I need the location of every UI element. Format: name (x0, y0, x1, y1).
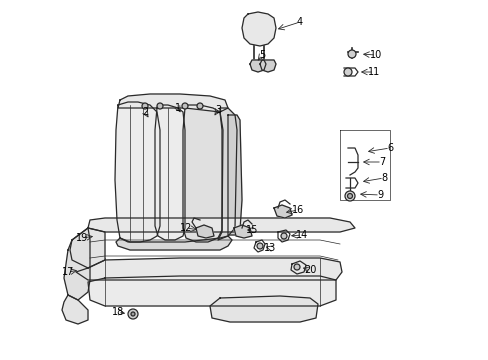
Polygon shape (88, 276, 335, 306)
Polygon shape (249, 60, 265, 72)
Text: 1: 1 (175, 103, 181, 113)
Text: 4: 4 (296, 17, 303, 27)
Polygon shape (76, 258, 341, 280)
Circle shape (343, 68, 351, 76)
Text: 7: 7 (378, 157, 385, 167)
Polygon shape (273, 205, 291, 218)
Circle shape (182, 103, 187, 109)
Circle shape (128, 309, 138, 319)
Text: 17: 17 (61, 267, 74, 277)
Text: 15: 15 (245, 225, 258, 235)
Polygon shape (64, 228, 90, 300)
Polygon shape (242, 12, 275, 46)
Text: 14: 14 (295, 230, 307, 240)
Polygon shape (218, 108, 237, 240)
Polygon shape (115, 102, 160, 242)
Polygon shape (70, 228, 105, 268)
Polygon shape (155, 105, 184, 240)
Polygon shape (260, 60, 275, 72)
Circle shape (345, 191, 354, 201)
Circle shape (347, 194, 352, 198)
Circle shape (197, 103, 203, 109)
Text: 2: 2 (142, 107, 148, 117)
Polygon shape (234, 225, 251, 238)
Circle shape (281, 233, 286, 239)
Text: 8: 8 (380, 173, 386, 183)
Circle shape (347, 50, 355, 58)
Text: 9: 9 (376, 190, 382, 200)
Polygon shape (209, 296, 317, 322)
Text: 19: 19 (76, 233, 88, 243)
Circle shape (157, 103, 163, 109)
Polygon shape (118, 94, 227, 112)
Polygon shape (227, 115, 242, 235)
Polygon shape (88, 218, 354, 232)
Text: 18: 18 (112, 307, 124, 317)
Circle shape (131, 312, 135, 316)
Circle shape (257, 243, 263, 249)
Text: 16: 16 (291, 205, 304, 215)
Polygon shape (116, 236, 231, 250)
Circle shape (142, 103, 148, 109)
Polygon shape (62, 295, 88, 324)
Text: 13: 13 (264, 243, 276, 253)
Text: 5: 5 (258, 50, 264, 60)
Text: 6: 6 (386, 143, 392, 153)
Text: 11: 11 (367, 67, 379, 77)
Polygon shape (196, 225, 214, 238)
Polygon shape (183, 105, 223, 242)
Text: 12: 12 (180, 223, 192, 233)
Circle shape (293, 264, 299, 270)
Text: 20: 20 (303, 265, 316, 275)
Text: 3: 3 (215, 105, 221, 115)
Text: 10: 10 (369, 50, 381, 60)
